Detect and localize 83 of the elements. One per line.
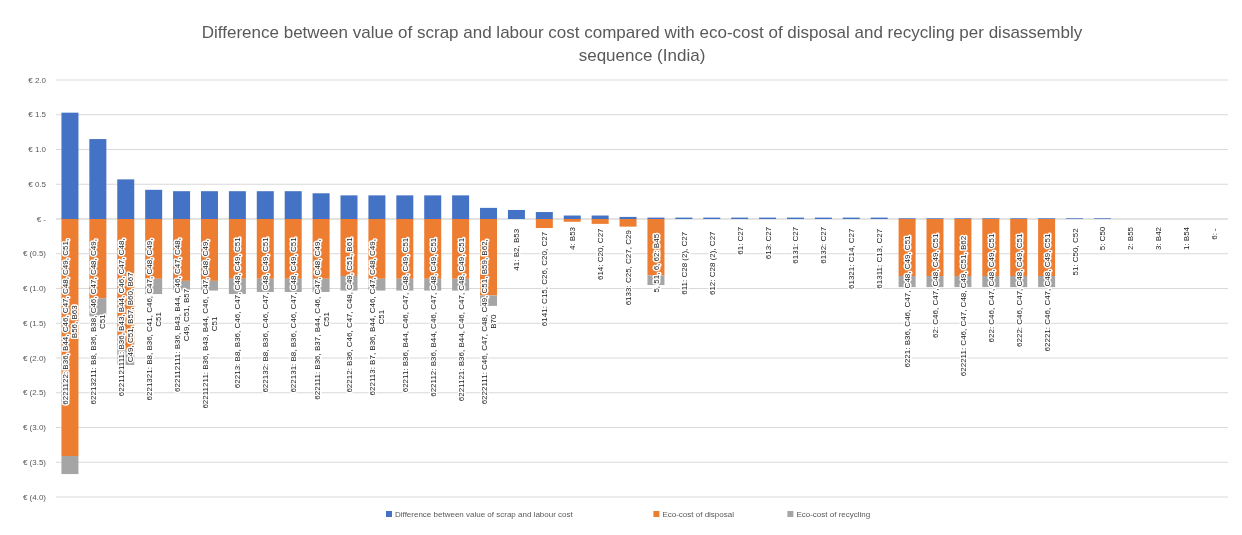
x-tick-label: 622132: B8, B36, C46, C47, C48, C49, C51 <box>261 236 271 393</box>
legend-label: Eco-cost of disposal <box>662 510 735 519</box>
bar <box>480 207 498 219</box>
x-tick-label: 622112111: B36, B43, B44, C46, C47, C48, C49, C51, B57 <box>173 238 192 392</box>
x-tick-label: 622111: B36, B37, B44, C46, C47, C48, C49, C51 <box>312 239 331 400</box>
y-tick-label: € 1.0 <box>28 145 47 155</box>
x-tick-label: 6221321: B8, B36, C41, C46, C47, C48, C49, C51 <box>145 238 164 401</box>
y-tick-label: € (1.5) <box>22 318 47 328</box>
y-tick-label: € (1.0) <box>22 284 47 294</box>
x-tick-label: 6221121111: B36, B43, B44, C46, C47, C48, C49, C51, B57, B60, B67 <box>117 238 136 397</box>
bar <box>312 193 330 219</box>
x-tick-label: 6221: B36, C46, C47, C48, C49, C51 <box>903 234 913 368</box>
y-tick-label: € (0.5) <box>22 249 47 259</box>
bar <box>396 195 414 219</box>
bar <box>619 216 637 219</box>
x-tick-label: 2: B55 <box>1126 226 1136 251</box>
bar <box>61 112 79 219</box>
legend-label: Difference between value of scrap and labour cost <box>395 510 574 519</box>
y-tick-label: € (2.5) <box>22 388 47 398</box>
x-tick-label: 6222111: C46, C47, C48, C49, C51, B59, B62, B70 <box>480 239 499 405</box>
x-tick-label: 622211: C46, C47, C48, C49, C51, B62 <box>958 235 968 377</box>
x-tick-label: 62212: B36, C46, C47, C48, C49, C51, B61 <box>345 236 354 393</box>
bar <box>200 191 218 219</box>
x-tick-label: 62211: B36, B44, C46, C47, C48, C49, C51 <box>400 237 410 393</box>
bar <box>173 191 191 219</box>
x-tick-label: 6141: C15, C26, C20, C27 <box>540 231 550 327</box>
bar <box>89 139 107 219</box>
x-tick-label: 622: C46, C47, C48, C49, C51 <box>986 232 996 343</box>
bar <box>256 191 274 219</box>
bar <box>117 179 135 219</box>
x-tick-label: 6221121: B36, B44, C46, C47, C48, C49, C51 <box>456 237 466 402</box>
bar <box>228 191 246 219</box>
bar <box>591 219 609 224</box>
x-tick-label: 4: B53 <box>568 226 578 251</box>
y-tick-label: € (4.0) <box>22 492 47 502</box>
x-tick-label: 5: C50 <box>1098 226 1108 251</box>
bar <box>145 189 163 219</box>
x-tick-label: 5, 51, 6, 62: B45 <box>651 233 661 293</box>
bar <box>452 195 470 219</box>
x-tick-label: 612: C28 (2), C27 <box>707 230 717 296</box>
x-tick-label: 62213211: B8, B36, B38, C46, C47, C48, C49, C51 <box>89 239 108 405</box>
x-tick-label: 51: C50, C52 <box>1070 227 1080 276</box>
x-tick-label: 62: C46, C47, C48, C49, C51 <box>931 232 940 339</box>
x-tick-label: 6: - <box>1210 227 1220 240</box>
y-tick-label: € (2.0) <box>22 353 47 363</box>
x-tick-label: 622113: B7, B36, B44, C46, C47, C48, C49, C51 <box>368 239 387 396</box>
x-tick-label: 1: B54 <box>1182 226 1192 251</box>
x-tick-label: 41: B2, B53 <box>512 228 522 271</box>
x-tick-label: 61311: C13, C27 <box>875 228 885 289</box>
bar <box>368 195 386 219</box>
x-tick-label: 614: C20, C27 <box>596 227 606 281</box>
y-tick-label: € 2.0 <box>28 75 47 85</box>
bar <box>61 456 79 475</box>
x-tick-label: 6221122: B36, B44, C46, C47, C48, C49, C51, B56, B63 <box>61 238 80 405</box>
x-tick-label: 61321: C14, C27 <box>847 227 857 289</box>
x-tick-label: 611: C28 (2), C27 <box>679 231 689 295</box>
bar <box>535 219 553 229</box>
x-tick-label: 61: C27 <box>735 226 745 255</box>
x-tick-label: 62213: B8, B36, C46, C47, C48, C49, C51 <box>233 236 243 389</box>
y-tick-label: € (3.5) <box>22 457 47 467</box>
x-tick-label: 3: B42 <box>1154 226 1164 251</box>
x-tick-label: 62211211: B36, B43, B44, C46, C47, C48, C49, C51 <box>200 239 219 409</box>
bar <box>340 195 358 219</box>
x-tick-label: 622131: B8, B36, C46, C47, C48, C49, C51 <box>289 236 299 393</box>
bar <box>424 195 442 219</box>
bar <box>284 191 302 219</box>
y-tick-label: € (3.0) <box>22 423 47 433</box>
x-tick-label: 613: C27 <box>763 226 773 260</box>
chart-title: Difference between value of scrap and labour cost compared with eco-cost of disposal and recycling per disassembly sequence (India) <box>201 23 1083 65</box>
x-tick-label: 6133: C25, C27, C29 <box>624 229 634 306</box>
y-tick-label: € - <box>36 214 47 224</box>
legend-label: Eco-cost of recycling <box>796 510 871 519</box>
x-tick-label: 62221: C46, C47, C48, C49, C51 <box>1042 233 1052 352</box>
y-tick-label: € 0.5 <box>28 179 47 189</box>
x-tick-label: 6131: C27 <box>791 226 801 264</box>
bar <box>535 212 553 219</box>
x-tick-label: 6132: C27 <box>819 226 829 264</box>
bar <box>563 219 581 222</box>
x-tick-label: 6222: C46, C47, C48, C49, C51 <box>1014 233 1024 347</box>
bar <box>507 209 525 219</box>
bar <box>619 219 637 227</box>
y-tick-label: € 1.5 <box>28 110 47 120</box>
x-tick-label: 622112: B36, B44, C46, C47, C48, C49, C51 <box>428 237 438 397</box>
